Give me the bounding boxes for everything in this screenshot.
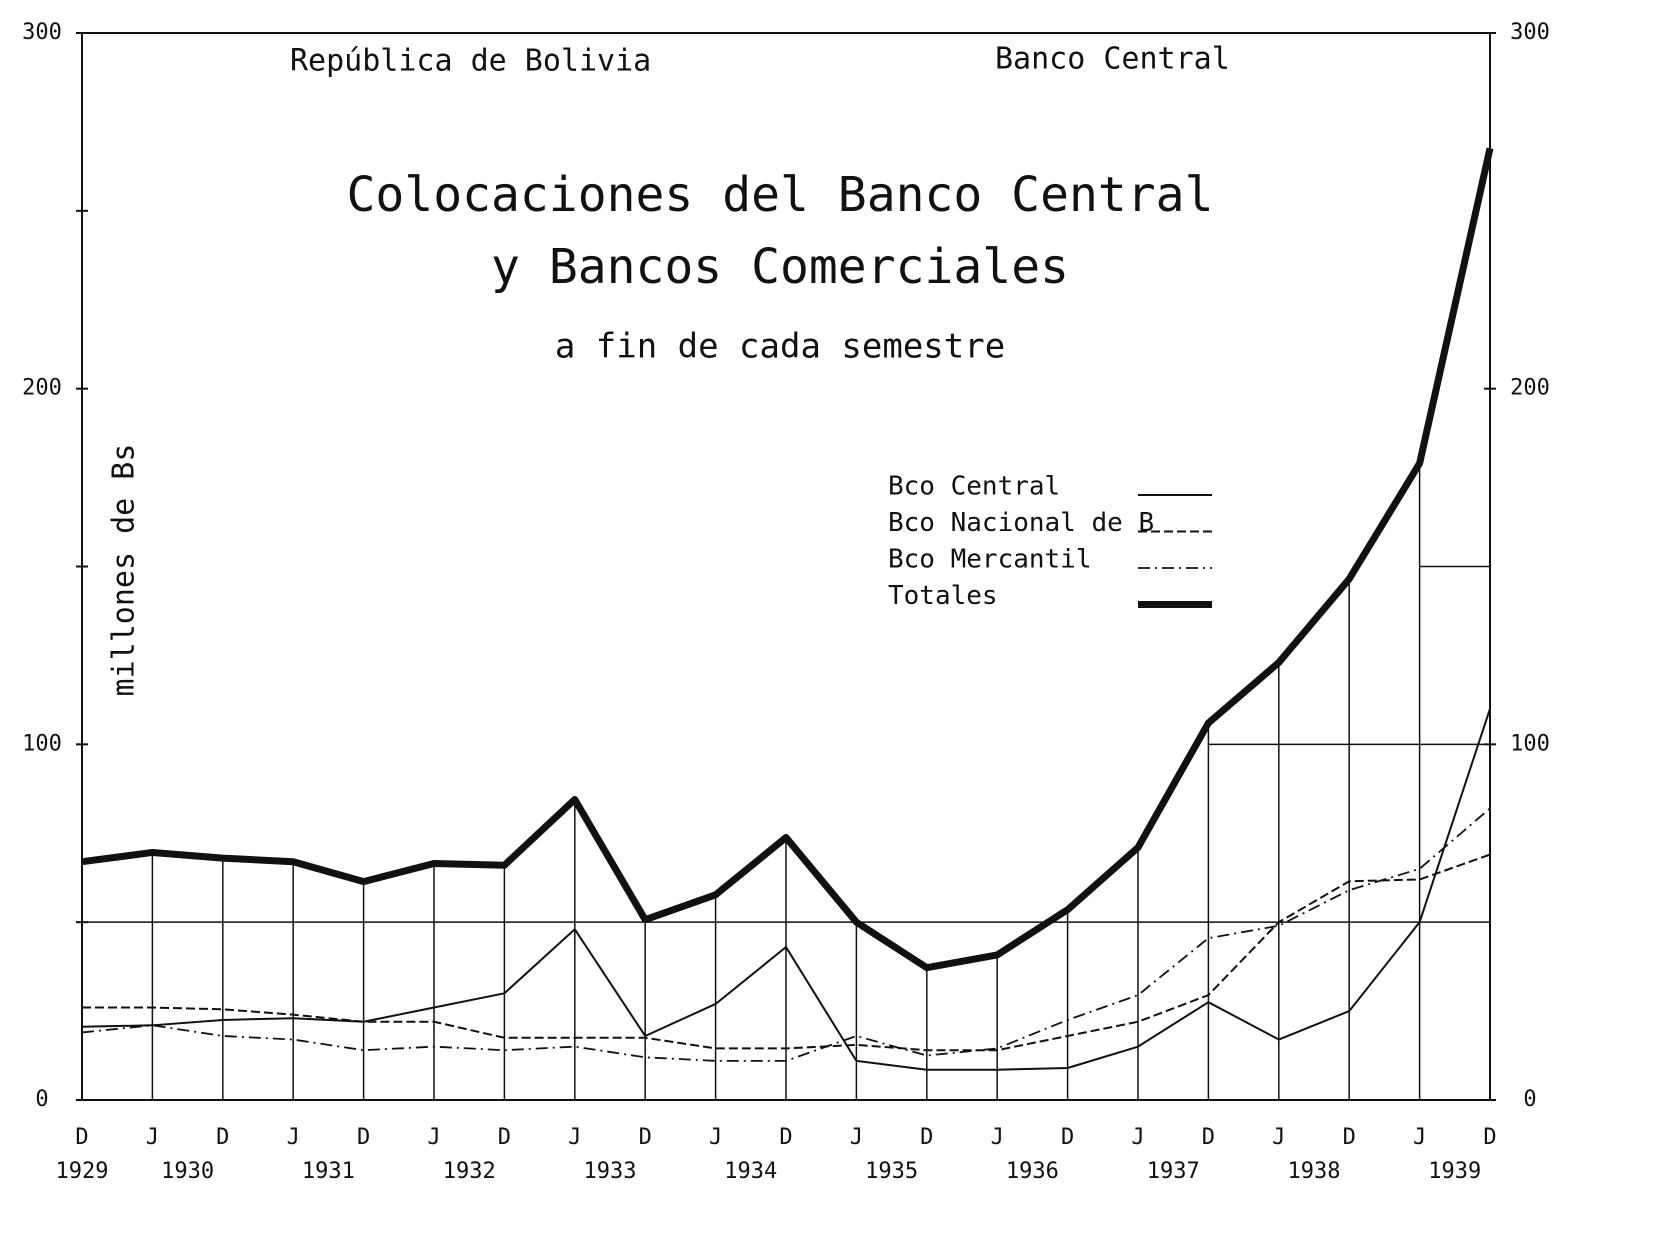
series-line — [81, 147, 1494, 972]
x-tick-label: J — [287, 1125, 300, 1150]
series-line — [82, 853, 1491, 1052]
x-tick-label: D — [1343, 1125, 1356, 1150]
x-tick-label: D — [498, 1125, 511, 1150]
y-tick-label: 0 — [35, 1087, 48, 1112]
y-axis-label: millones de Bs — [107, 444, 142, 697]
year-label: 1937 — [1147, 1159, 1200, 1184]
x-tick-label: D — [357, 1125, 370, 1150]
x-tick-label: D — [1061, 1125, 1074, 1150]
legend-label: Totales — [888, 581, 998, 611]
legend-label: Bco Nacional de B — [888, 508, 1154, 538]
year-label: 1929 — [56, 1159, 109, 1184]
x-tick-label: D — [1483, 1125, 1496, 1150]
x-tick-label: J — [568, 1125, 581, 1150]
year-label: 1930 — [161, 1159, 214, 1184]
chart-title-line2: y Bancos Comerciales — [491, 239, 1069, 295]
year-label: 1935 — [865, 1159, 918, 1184]
legend-label: Bco Central — [888, 472, 1060, 502]
year-label: 1931 — [302, 1159, 355, 1184]
x-tick-label: D — [639, 1125, 652, 1150]
x-tick-label: D — [779, 1125, 792, 1150]
chart-title: Colocaciones del Banco Central — [347, 167, 1214, 223]
x-tick-label: D — [216, 1125, 229, 1150]
y-tick-label: 300 — [22, 20, 62, 45]
year-label: 1932 — [443, 1159, 496, 1184]
y2-tick-label: 0 — [1523, 1087, 1536, 1112]
x-tick-label: J — [146, 1125, 159, 1150]
chart-subtitle: a fin de cada semestre — [555, 327, 1005, 367]
header-left: República de Bolivia — [290, 44, 651, 79]
y2-tick-label: 200 — [1510, 376, 1550, 401]
year-label: 1936 — [1006, 1159, 1059, 1184]
x-tick-label: J — [1413, 1125, 1426, 1150]
x-tick-label: J — [709, 1125, 722, 1150]
y-tick-label: 200 — [22, 376, 62, 401]
legend-label: Bco Mercantil — [888, 545, 1092, 575]
year-label: 1938 — [1288, 1159, 1341, 1184]
y-tick-label: 100 — [22, 731, 62, 756]
year-label: 1933 — [584, 1159, 637, 1184]
x-tick-label: D — [75, 1125, 88, 1150]
x-tick-label: J — [991, 1125, 1004, 1150]
x-tick-label: J — [1272, 1125, 1285, 1150]
series-line — [81, 708, 1491, 1071]
x-tick-label: J — [1131, 1125, 1144, 1150]
x-tick-label: J — [850, 1125, 863, 1150]
series-line — [81, 807, 1491, 1062]
x-tick-label: D — [920, 1125, 933, 1150]
year-label: 1939 — [1428, 1159, 1481, 1184]
y2-tick-label: 300 — [1510, 20, 1550, 45]
y2-tick-label: 100 — [1510, 731, 1550, 756]
x-tick-label: J — [427, 1125, 440, 1150]
x-tick-label: D — [1202, 1125, 1215, 1150]
year-label: 1934 — [724, 1159, 777, 1184]
header-right: Banco Central — [995, 42, 1230, 77]
